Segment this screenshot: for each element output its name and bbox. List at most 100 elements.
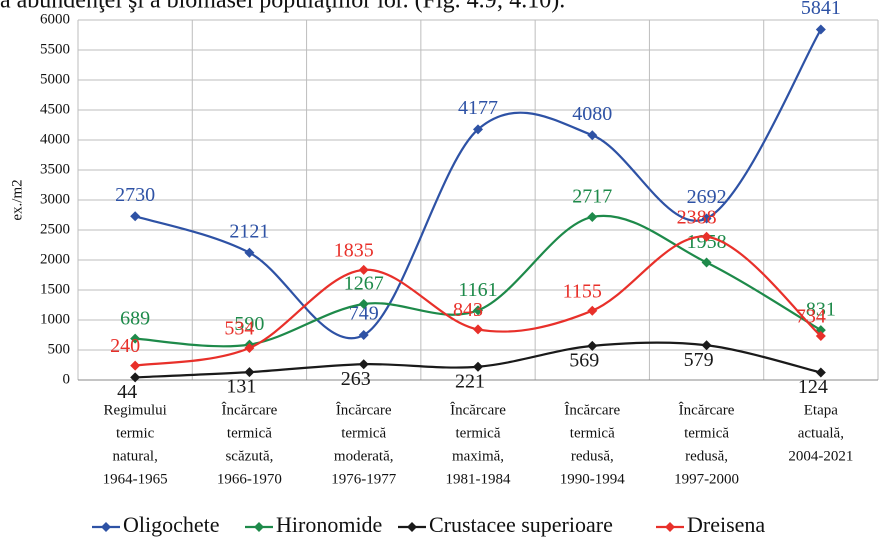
marker: [587, 305, 598, 316]
marker: [701, 213, 712, 224]
y-tick-label: 2500: [40, 221, 70, 237]
data-label: 1161: [458, 279, 497, 301]
data-label: 749: [349, 303, 379, 325]
data-label: 240: [110, 335, 140, 357]
data-label: 44: [117, 381, 137, 403]
data-label: 2388: [677, 206, 717, 228]
y-tick-label: 3000: [40, 191, 70, 207]
y-tick-label: 500: [48, 341, 71, 357]
marker: [130, 211, 141, 222]
marker: [130, 372, 141, 383]
data-label: 124: [798, 376, 828, 398]
data-label: 590: [234, 313, 264, 335]
y-tick-label: 1000: [40, 311, 70, 327]
legend-label: Hironomide: [276, 512, 382, 537]
x-tick-label: redusă,: [571, 448, 614, 464]
x-tick-label: Încărcare: [336, 401, 392, 418]
x-tick-label: Încărcare: [679, 401, 735, 418]
marker: [358, 264, 369, 275]
data-label: 689: [120, 307, 150, 329]
data-label: 2692: [687, 186, 727, 208]
legend-marker: [665, 522, 675, 532]
legend-label: Oligochete: [123, 512, 220, 537]
x-tick-label: maximă,: [452, 448, 504, 464]
y-tick-label: 0: [63, 371, 71, 387]
marker: [473, 305, 483, 316]
data-label: 2730: [115, 184, 155, 206]
marker: [815, 367, 826, 378]
x-tick-label: Încărcare: [564, 401, 620, 418]
data-label: 734: [796, 306, 826, 328]
x-tick-label: 1997-2000: [674, 471, 739, 487]
data-label: 579: [684, 349, 714, 371]
y-tick-label: 2000: [40, 251, 70, 267]
x-tick-label: 2004-2021: [788, 448, 853, 464]
legend-label: Crustacee superioare: [429, 512, 613, 537]
marker: [587, 340, 598, 351]
x-tick-label: Încărcare: [222, 401, 278, 418]
marker: [244, 342, 255, 353]
data-label: 263: [341, 368, 371, 390]
marker: [358, 359, 369, 370]
marker: [473, 361, 483, 372]
x-tick-label: termic: [116, 425, 155, 441]
y-tick-label: 6000: [40, 11, 70, 27]
marker: [130, 333, 141, 344]
marker: [130, 360, 141, 371]
data-label: 2121: [229, 220, 269, 242]
data-label: 1267: [344, 273, 384, 295]
x-tick-label: scăzută,: [225, 448, 273, 464]
marker: [473, 324, 483, 335]
data-label: 831: [806, 299, 836, 321]
marker: [815, 330, 826, 341]
marker: [815, 24, 826, 35]
x-tick-label: Încărcare: [450, 401, 506, 418]
data-label: 4080: [572, 103, 612, 125]
marker: [358, 330, 369, 341]
x-tick-label: 1981-1984: [446, 471, 511, 487]
y-axis-label: ex./m2: [9, 179, 25, 220]
x-tick-label: natural,: [112, 448, 157, 464]
marker: [473, 124, 483, 135]
data-label: 131: [226, 376, 256, 398]
y-tick-label: 1500: [40, 281, 70, 297]
y-tick-label: 4500: [40, 101, 70, 117]
x-tick-label: termică: [227, 425, 272, 441]
marker: [587, 211, 598, 222]
legend-label: Dreisena: [687, 512, 765, 537]
x-tick-label: actuală,: [798, 425, 844, 441]
x-tick-label: termică: [570, 425, 615, 441]
x-tick-label: moderată,: [334, 448, 394, 464]
x-tick-label: 1990-1994: [560, 471, 625, 487]
marker: [244, 247, 255, 258]
y-tick-label: 5000: [40, 71, 70, 87]
data-label: 569: [569, 349, 599, 371]
marker: [701, 257, 712, 268]
data-label: 534: [224, 318, 254, 340]
data-label: 221: [455, 370, 485, 392]
y-tick-label: 3500: [40, 161, 70, 177]
data-label: 1155: [563, 280, 602, 302]
x-tick-label: termică: [456, 425, 501, 441]
y-tick-label: 5500: [40, 41, 70, 57]
x-tick-label: 1976-1977: [331, 471, 396, 487]
data-label: 4177: [458, 97, 498, 119]
marker: [587, 130, 598, 141]
x-tick-label: Regimului: [103, 402, 166, 418]
legend-marker: [407, 522, 417, 532]
x-tick-label: 1964-1965: [103, 471, 168, 487]
x-tick-label: termică: [341, 425, 386, 441]
legend-marker: [101, 522, 111, 532]
legend-marker: [254, 522, 264, 532]
marker: [358, 298, 369, 309]
x-tick-label: 1966-1970: [217, 471, 282, 487]
marker: [701, 231, 712, 242]
x-tick-label: redusă,: [685, 448, 728, 464]
data-label: 2717: [572, 186, 612, 208]
data-label: 1835: [334, 239, 374, 261]
marker: [244, 367, 255, 378]
x-tick-label: Etapa: [804, 402, 838, 418]
x-tick-label: termică: [684, 425, 729, 441]
text-above: a abundenţei şi a biomasei populaţiilor …: [0, 0, 565, 14]
